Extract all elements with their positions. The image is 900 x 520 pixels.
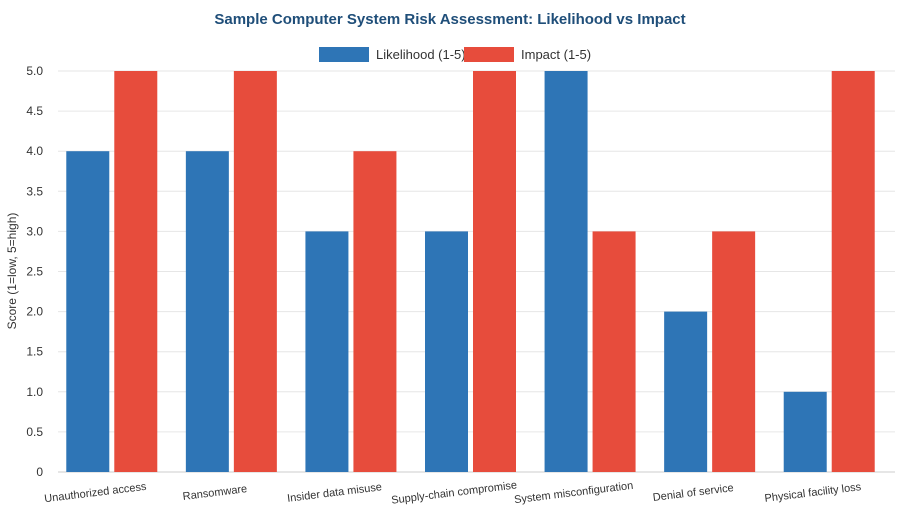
bar-likelihood — [185, 151, 229, 472]
x-category-label: Insider data misuse — [286, 481, 382, 505]
bar-likelihood — [544, 71, 588, 472]
bar-impact — [592, 231, 636, 472]
y-tick-label: 4.0 — [26, 144, 43, 158]
legend-label-impact: Impact (1-5) — [521, 47, 591, 62]
bar-impact — [353, 151, 397, 472]
y-tick-label: 3.0 — [26, 224, 43, 238]
legend-label-likelihood: Likelihood (1-5) — [376, 47, 466, 62]
x-axis-labels: Unauthorized access Ransomware Insider dat… — [44, 479, 863, 506]
bar-impact — [712, 231, 756, 472]
x-category-label: Ransomware — [182, 483, 248, 503]
bar-likelihood — [66, 151, 110, 472]
bar-likelihood — [425, 231, 468, 472]
bar-likelihood — [783, 391, 827, 472]
y-tick-label: 2.0 — [26, 305, 43, 319]
bar-likelihood — [305, 231, 349, 472]
legend: Likelihood (1-5) Impact (1-5) — [319, 47, 591, 62]
x-category-label: System misconfiguration — [514, 480, 634, 507]
bar-impact — [233, 71, 277, 472]
chart-title: Sample Computer System Risk Assessment: … — [214, 11, 685, 28]
x-category-label: Denial of service — [652, 482, 734, 504]
y-axis-title: Score (1=low, 5=high) — [5, 213, 19, 330]
bar-impact — [114, 71, 158, 472]
y-tick-label: 3.5 — [26, 184, 43, 198]
bar-likelihood — [664, 311, 708, 472]
bars — [66, 71, 875, 472]
x-category-label: Physical facility loss — [764, 481, 862, 505]
x-category-label: Unauthorized access — [44, 481, 148, 505]
y-tick-label: 4.5 — [26, 104, 43, 118]
bar-impact — [831, 71, 875, 472]
y-tick-label: 1.5 — [26, 345, 43, 359]
y-tick-label: 5.0 — [26, 64, 43, 78]
legend-swatch-likelihood — [319, 47, 369, 62]
y-axis-ticks: 0 0.5 1.0 1.5 2.0 2.5 3.0 3.5 4.0 4.5 5.0 — [26, 64, 43, 479]
y-tick-label: 0.5 — [26, 425, 43, 439]
x-category-label: Supply-chain compromise — [391, 479, 518, 506]
y-tick-label: 1.0 — [26, 385, 43, 399]
bar-impact — [473, 71, 516, 472]
legend-swatch-impact — [464, 47, 514, 62]
y-tick-label: 2.5 — [26, 265, 43, 279]
y-tick-label: 0 — [36, 465, 43, 479]
